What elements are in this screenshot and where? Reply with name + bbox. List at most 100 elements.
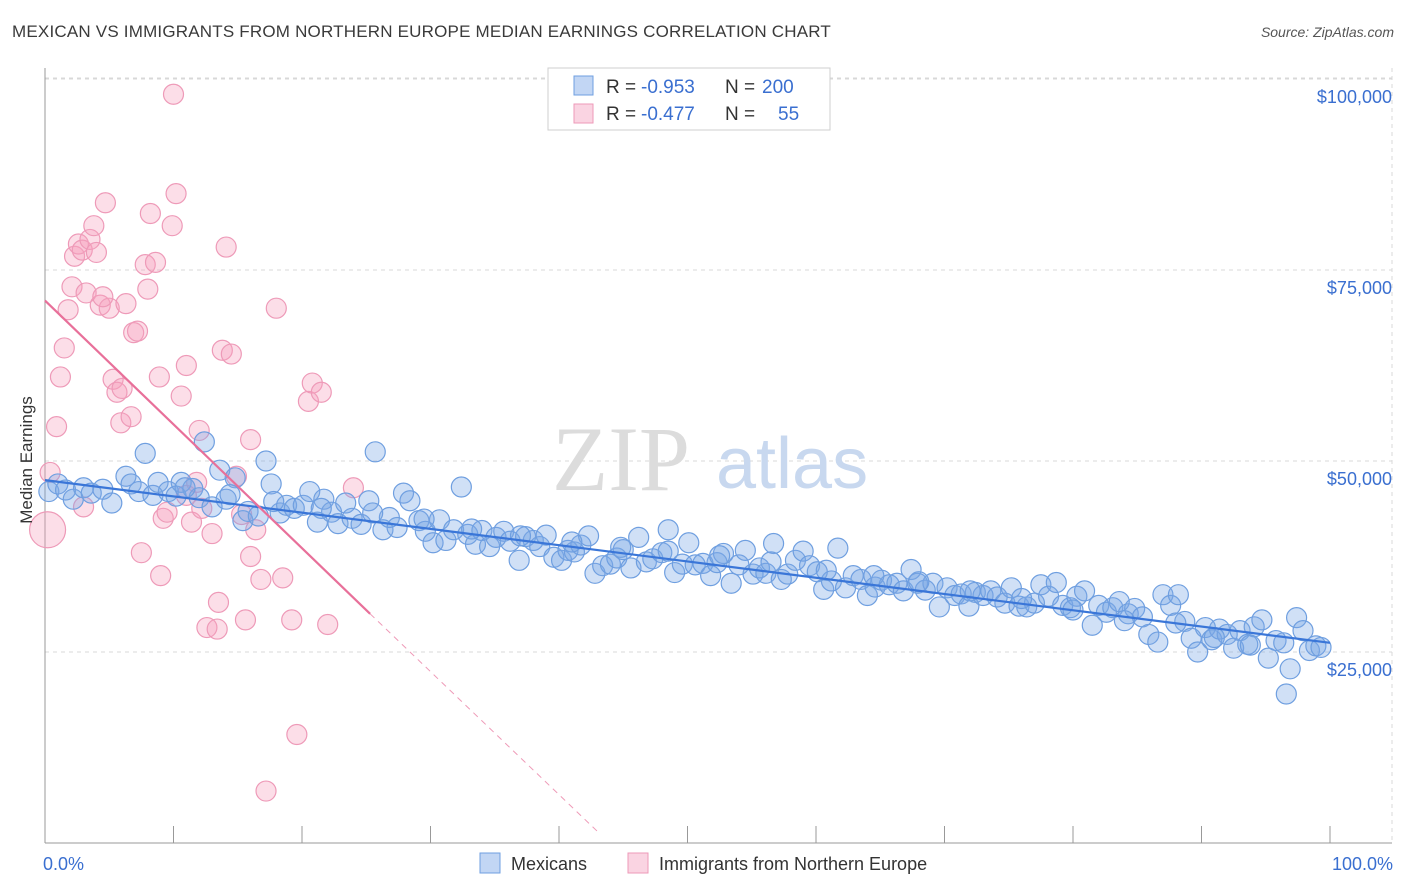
northern-europe-point-26 xyxy=(139,202,161,225)
northern-europe-point-49 xyxy=(250,568,272,591)
mexicans-point-94 xyxy=(734,539,756,561)
trend-lines xyxy=(44,299,1331,832)
mexicans-point-151 xyxy=(1147,631,1169,653)
y-tick-labels: $25,000 $50,000 $75,000 $100,000 xyxy=(1317,87,1392,680)
legend-n-label-2: N = xyxy=(725,104,755,125)
mexicans-point-141 xyxy=(1073,580,1096,602)
northern-europe-point-0 xyxy=(28,511,67,549)
series-mexicans-points xyxy=(38,431,1332,705)
northern-europe-point-1 xyxy=(39,461,61,484)
northern-europe-point-15 xyxy=(94,192,116,214)
northern-europe-point-16 xyxy=(98,297,120,319)
mexicans-point-23 xyxy=(224,467,246,489)
mexicans-point-45 xyxy=(386,516,408,539)
y-axis-title: Median Earnings xyxy=(17,396,36,524)
legend-n-value-2: 55 xyxy=(778,104,799,125)
mexicans-point-152 xyxy=(1152,584,1174,606)
mexicans-point-9 xyxy=(120,473,142,495)
northern-europe-point-61 xyxy=(137,278,159,300)
legend-bottom-swatch-pink xyxy=(627,852,649,874)
mexicans-point-42 xyxy=(364,441,386,463)
northern-europe-point-40 xyxy=(206,618,228,640)
mexicans-point-176 xyxy=(1275,683,1297,705)
chart-title: MEXICAN VS IMMIGRANTS FROM NORTHERN EURO… xyxy=(12,22,831,41)
mexicans-point-86 xyxy=(678,532,700,554)
mexicans-point-142 xyxy=(1081,614,1103,636)
x-tick-labels: 0.0% 100.0% xyxy=(43,854,1393,874)
northern-europe-point-59 xyxy=(342,477,364,499)
gridlines xyxy=(45,68,1393,843)
northern-europe-point-51 xyxy=(265,297,287,319)
mexicans-point-87 xyxy=(684,554,706,576)
northern-europe-point-54 xyxy=(286,723,308,746)
x-tick-label-1: 100.0% xyxy=(1332,854,1393,874)
northern-europe-point-30 xyxy=(156,501,178,523)
northern-europe-point-68 xyxy=(207,591,230,613)
mexicans-point-84 xyxy=(664,561,686,584)
watermark-zip: ZIP xyxy=(552,408,690,510)
legend-n-value-1: 200 xyxy=(762,77,794,98)
legend-swatch-pink xyxy=(573,103,594,124)
northern-europe-point-50 xyxy=(255,780,277,802)
mexicans-point-154 xyxy=(1167,584,1189,606)
mexicans-point-73 xyxy=(584,562,606,584)
northern-europe-point-28 xyxy=(148,366,170,388)
mexicans-point-121 xyxy=(928,596,950,618)
mexicans-point-62 xyxy=(508,549,530,571)
mexicans-point-187 xyxy=(760,551,782,573)
legend-r-value-2: -0.477 xyxy=(641,104,695,125)
watermark: ZIP atlas xyxy=(552,408,868,510)
mexicans-point-191 xyxy=(561,531,583,553)
mexicans-point-28 xyxy=(260,473,282,495)
mexicans-point-150 xyxy=(1138,623,1160,646)
northern-europe-point-3 xyxy=(49,366,72,388)
y-tick-label-2: $75,000 xyxy=(1327,278,1392,298)
mexicans-point-170 xyxy=(1279,658,1301,680)
mexicans-point-156 xyxy=(1180,627,1202,649)
mexicans-point-157 xyxy=(1187,641,1209,663)
northern-europe-point-63 xyxy=(92,286,114,308)
mexicans-point-11 xyxy=(134,442,156,464)
northern-europe-point-13 xyxy=(85,241,108,264)
mexicans-point-140 xyxy=(1066,585,1088,607)
series-northern-europe-points xyxy=(28,83,364,802)
northern-europe-point-52 xyxy=(272,567,294,589)
northern-europe-trend-extension xyxy=(369,613,598,832)
mexicans-point-4 xyxy=(72,477,95,499)
northern-europe-point-5 xyxy=(57,299,79,321)
mexicans-point-189 xyxy=(657,540,679,562)
northern-europe-point-32 xyxy=(165,183,187,205)
mexicans-point-107 xyxy=(827,537,849,559)
legend-swatch-blue xyxy=(573,75,594,96)
mexicans-point-166 xyxy=(1251,609,1273,631)
mexicans-point-98 xyxy=(762,532,785,555)
northern-europe-point-47 xyxy=(240,429,262,451)
northern-europe-point-56 xyxy=(301,372,323,394)
northern-europe-point-19 xyxy=(110,412,132,434)
northern-europe-point-6 xyxy=(61,276,83,298)
watermark-atlas: atlas xyxy=(716,424,868,504)
mexicans-point-137 xyxy=(1045,571,1067,594)
mexicans-point-91 xyxy=(712,542,735,565)
mexicans-point-83 xyxy=(657,519,679,541)
mexicans-point-50 xyxy=(422,532,444,554)
northern-europe-point-29 xyxy=(152,507,174,529)
legend-bottom-label-mexicans: Mexicans xyxy=(511,854,587,874)
mexicans-point-66 xyxy=(535,524,557,546)
mexicans-point-153 xyxy=(1160,594,1182,616)
northern-europe-point-64 xyxy=(111,377,133,400)
northern-europe-point-17 xyxy=(102,368,124,390)
northern-europe-point-23 xyxy=(126,320,149,342)
northern-europe-point-43 xyxy=(220,343,242,365)
northern-europe-point-42 xyxy=(215,236,237,258)
northern-europe-point-24 xyxy=(130,542,152,564)
legend-n-label-1: N = xyxy=(725,77,755,98)
legend-bottom: Mexicans Immigrants from Northern Europe xyxy=(479,852,927,874)
mexicans-point-199 xyxy=(174,477,196,499)
northern-europe-point-53 xyxy=(281,609,303,631)
mexicans-point-167 xyxy=(1257,647,1279,669)
mexicans-point-188 xyxy=(709,545,731,567)
northern-europe-point-33 xyxy=(170,385,192,407)
mexicans-point-155 xyxy=(1174,610,1196,633)
